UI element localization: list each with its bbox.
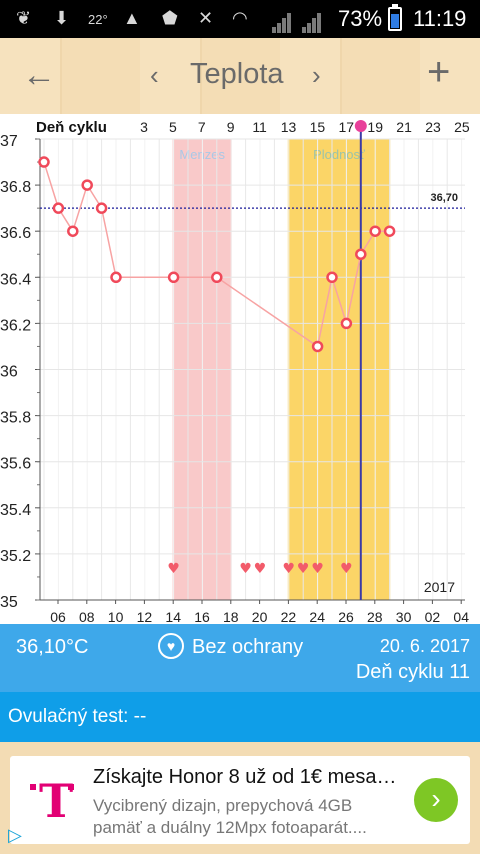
top-tick-label: 11 (252, 119, 267, 135)
top-tick-label: 7 (198, 119, 206, 135)
shield-icon: ⬟ (162, 8, 178, 28)
heart-icon: ♥ (311, 561, 324, 577)
temperature-point (311, 340, 324, 353)
x-date-label: 30 (396, 609, 412, 624)
temperature-line (43, 161, 390, 348)
x-date-label: 06 (50, 609, 66, 624)
cycle-day: Deň cyklu 11 (355, 661, 470, 683)
y-tick-label: 36 (0, 364, 18, 381)
y-tick-label: 36.6 (0, 225, 31, 242)
x-date-label: 22 (281, 609, 297, 624)
ad-description-1: Vycibrený dizajn, prepychová 4GB (93, 796, 353, 815)
temperature-point (110, 271, 122, 284)
y-tick-label: 36.8 (0, 179, 31, 196)
mute-icon: ✕ (198, 8, 214, 28)
top-axis-label: Deň cyklu (36, 119, 107, 136)
top-tick-label: 23 (425, 119, 441, 135)
app-toolbar: ← ‹ Teplota › + (0, 38, 480, 114)
y-tick-label: 35.6 (0, 456, 31, 473)
top-tick-label: 15 (310, 119, 326, 135)
temperature-point (167, 271, 180, 284)
heart-icon: ♥ (283, 561, 296, 577)
chevron-right-icon[interactable]: › (312, 60, 321, 90)
chevron-right-icon[interactable]: › (414, 778, 458, 822)
heart-icon: ♥ (167, 561, 180, 577)
temperature-point (355, 248, 367, 260)
heart-icon: ♥ (239, 561, 252, 577)
x-date-label: 20 (252, 609, 268, 624)
clock: 11:19 (413, 6, 467, 31)
top-tick-label: 5 (169, 119, 177, 135)
temperature-point (340, 317, 353, 330)
status-bar: ❦ ⬇ 22° ▲ ⬟ ✕ ◠ 73% 11:19 (0, 0, 480, 38)
wifi-icon: ◠ (232, 8, 248, 28)
x-date-label: 10 (108, 609, 124, 624)
y-tick-label: 35 (0, 594, 18, 611)
page-title: Teplota (190, 58, 284, 90)
chevron-left-icon[interactable]: ‹ (150, 60, 159, 90)
x-date-label: 02 (425, 609, 441, 624)
adchoices-icon[interactable]: ▷ (8, 825, 22, 845)
x-date-label: 26 (338, 609, 354, 624)
temperature-point (95, 202, 108, 214)
ad-headline[interactable]: Získajte Honor 8 už od 1€ mesačne (93, 766, 398, 788)
telekom-logo: T (22, 768, 82, 830)
heart-icon: ♥ (254, 561, 267, 577)
plus-icon[interactable]: + (427, 50, 451, 94)
current-day-dot (354, 120, 367, 132)
selected-temperature: 36,10°C (16, 636, 89, 658)
y-tick-label: 36.2 (0, 317, 31, 334)
app-notification-icon: ❦ (16, 8, 32, 28)
ad-banner[interactable]: T Získajte Honor 8 už od 1€ mesačne Vyci… (10, 756, 470, 844)
temperature-chart[interactable]: Menzes Plodnosť 37 36.8 36.6 36.4 36.2 36 35.8 35… (0, 114, 480, 624)
top-tick-label: 19 (367, 119, 383, 135)
download-icon: ⬇ (54, 8, 70, 28)
heart-icon: ♥ (297, 561, 310, 577)
y-tick-label: 35.8 (0, 410, 31, 427)
top-tick-label: 21 (396, 119, 412, 135)
temperature-point (52, 202, 65, 214)
temperature-point (383, 225, 396, 237)
top-tick-label: 13 (281, 119, 297, 135)
temperature-point (326, 271, 338, 284)
reference-line-label: 36,70 (430, 192, 458, 204)
heart-icon[interactable]: ♥ (158, 633, 184, 659)
x-date-label: 24 (309, 609, 325, 624)
protection-status[interactable]: Bez ochrany (192, 636, 304, 658)
top-tick-label: 17 (339, 119, 355, 135)
top-tick-label: 25 (454, 119, 470, 135)
year-label: 2017 (424, 579, 455, 595)
chart-svg: Menzes Plodnosť3736.836.636.436.23635.835… (0, 119, 470, 624)
info-bar: 36,10°C ♥ Bez ochrany 20. 6. 2017 Deň cy… (0, 624, 480, 692)
x-date-label: 28 (367, 609, 383, 624)
ad-description-2: pamäť a duálny 12Mpx fotoaparát.... (93, 818, 367, 837)
band-label-1: Plodnosť (313, 147, 365, 162)
top-tick-label: 9 (227, 119, 235, 135)
x-date-label: 14 (165, 609, 181, 624)
battery-icon (388, 4, 402, 31)
temperature-point (369, 225, 381, 237)
temperature-point (81, 179, 93, 191)
warning-icon: ▲ (123, 8, 141, 28)
y-tick-label: 36.4 (0, 271, 31, 288)
temperature-point (211, 271, 223, 284)
arrow-left-icon[interactable]: ← (22, 56, 56, 94)
y-tick-label: 35.4 (0, 502, 31, 519)
y-tick-label: 35.2 (0, 548, 31, 565)
selected-date: 20. 6. 2017 (379, 636, 470, 656)
ovulation-test-row[interactable]: Ovulačný test: -- (0, 692, 480, 742)
temperature-point (38, 156, 50, 168)
top-tick-label: 3 (140, 119, 148, 135)
heart-icon: ♥ (340, 561, 353, 577)
x-date-label: 18 (223, 609, 239, 624)
x-date-label: 04 (453, 609, 469, 624)
x-date-label: 16 (194, 609, 210, 624)
ovulation-test-label: Ovulačný test: -- (8, 706, 147, 727)
temperature-point (67, 225, 79, 237)
x-date-label: 08 (79, 609, 95, 624)
weather-temp: 22° (88, 12, 108, 27)
x-date-label: 12 (137, 609, 153, 624)
y-tick-label: 37 (0, 133, 18, 150)
battery-percent: 73% (338, 6, 383, 31)
